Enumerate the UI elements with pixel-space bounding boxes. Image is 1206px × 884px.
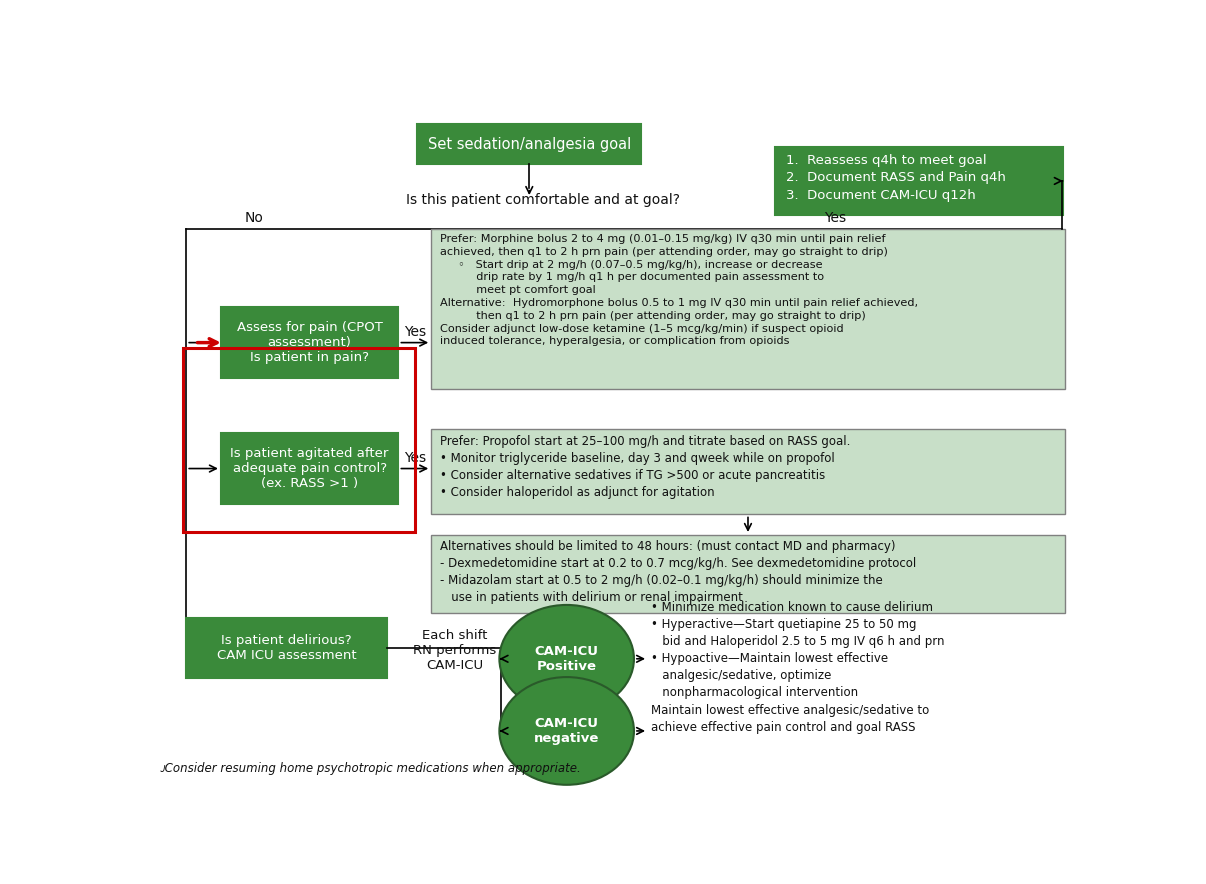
FancyBboxPatch shape: [432, 430, 1065, 514]
Text: Set sedation/analgesia goal: Set sedation/analgesia goal: [428, 137, 631, 152]
Text: Yes: Yes: [824, 210, 845, 225]
Text: Is patient agitated after
adequate pain control?
(ex. RASS >1 ): Is patient agitated after adequate pain …: [230, 447, 388, 490]
FancyBboxPatch shape: [186, 618, 387, 678]
Text: Yes: Yes: [404, 325, 426, 339]
Text: ᴊConsider resuming home psychotropic medications when appropriate.: ᴊConsider resuming home psychotropic med…: [160, 761, 581, 774]
Text: No: No: [245, 210, 263, 225]
Ellipse shape: [499, 605, 634, 713]
Text: Assess for pain (CPOT
assessment)
Is patient in pain?: Assess for pain (CPOT assessment) Is pat…: [236, 321, 382, 364]
Ellipse shape: [499, 677, 634, 785]
FancyBboxPatch shape: [432, 229, 1065, 389]
Text: CAM-ICU
Positive: CAM-ICU Positive: [534, 644, 598, 673]
Text: Each shift
RN performs
CAM-ICU: Each shift RN performs CAM-ICU: [412, 629, 496, 672]
Text: Prefer: Propofol start at 25–100 mg/h and titrate based on RASS goal.
• Monitor : Prefer: Propofol start at 25–100 mg/h an…: [439, 435, 850, 499]
FancyBboxPatch shape: [221, 433, 398, 504]
FancyBboxPatch shape: [417, 125, 642, 164]
Text: CAM-ICU
negative: CAM-ICU negative: [534, 717, 599, 745]
Text: • Minimize medication known to cause delirium
• Hyperactive—Start quetiapine 25 : • Minimize medication known to cause del…: [651, 601, 944, 699]
Text: 1.  Reassess q4h to meet goal
2.  Document RASS and Pain q4h
3.  Document CAM-IC: 1. Reassess q4h to meet goal 2. Document…: [786, 154, 1006, 202]
Text: Is patient delirious?
CAM ICU assessment: Is patient delirious? CAM ICU assessment: [217, 634, 357, 662]
Text: Yes: Yes: [404, 451, 426, 465]
Text: Is this patient comfortable and at goal?: Is this patient comfortable and at goal?: [406, 193, 680, 207]
Bar: [183, 347, 415, 531]
Text: Maintain lowest effective analgesic/sedative to
achieve effective pain control a: Maintain lowest effective analgesic/seda…: [651, 704, 929, 734]
Text: Prefer: Morphine bolus 2 to 4 mg (0.01–0.15 mg/kg) IV q30 min until pain relief
: Prefer: Morphine bolus 2 to 4 mg (0.01–0…: [439, 234, 918, 347]
Text: Alternatives should be limited to 48 hours: (must contact MD and pharmacy)
- Dex: Alternatives should be limited to 48 hou…: [439, 540, 915, 605]
FancyBboxPatch shape: [432, 535, 1065, 613]
FancyBboxPatch shape: [775, 147, 1062, 215]
FancyBboxPatch shape: [221, 307, 398, 378]
